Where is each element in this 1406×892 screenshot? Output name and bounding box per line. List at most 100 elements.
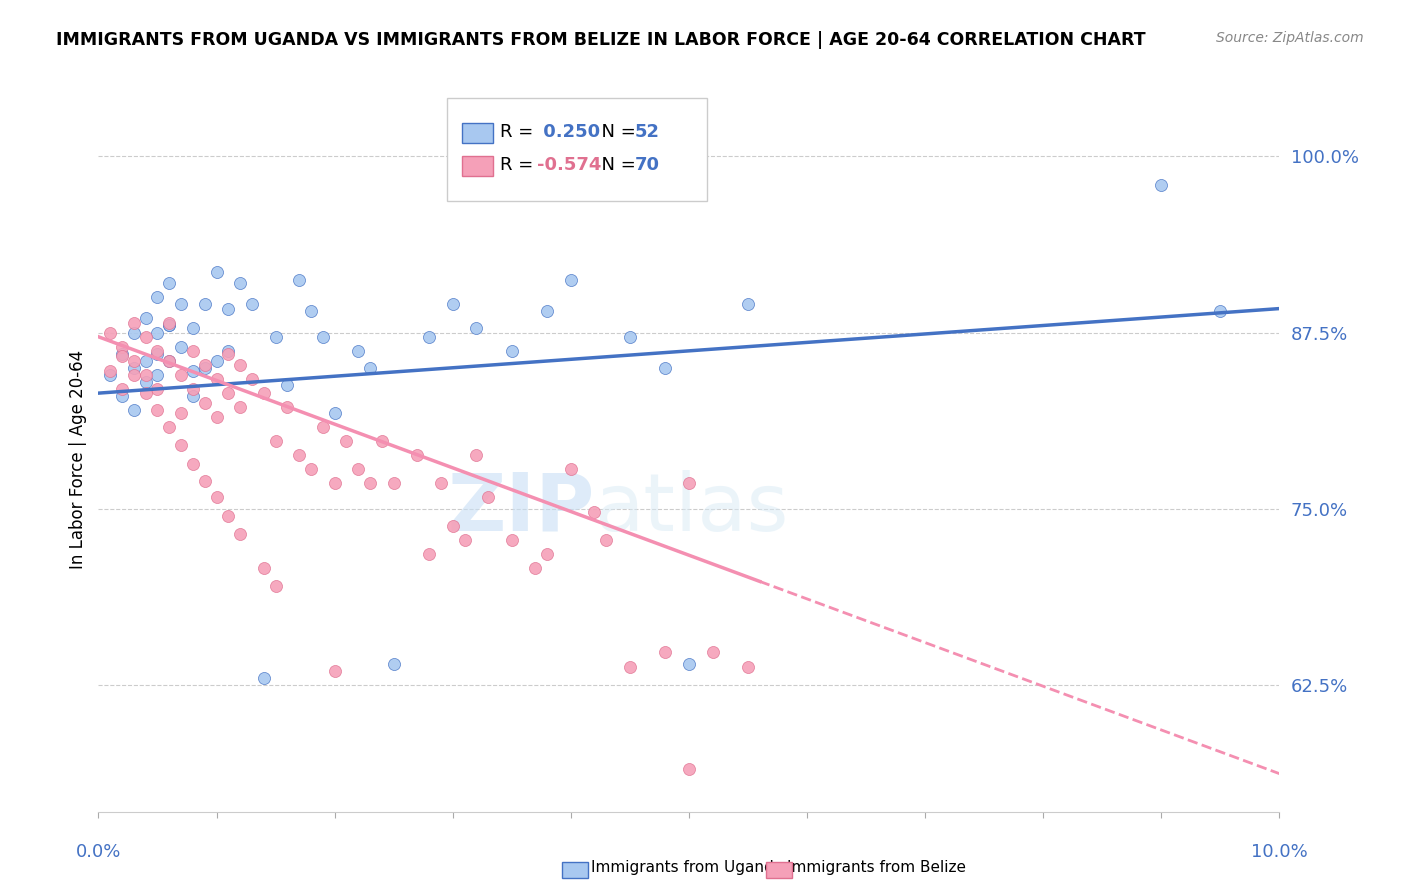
Point	[253, 671, 276, 685]
Point	[430, 476, 453, 491]
Text: atlas: atlas	[595, 470, 789, 548]
Point	[194, 396, 217, 410]
Text: Immigrants from Uganda: Immigrants from Uganda	[591, 860, 783, 874]
Point	[1150, 178, 1173, 192]
Point	[276, 377, 298, 392]
Point	[170, 297, 193, 311]
Point	[560, 273, 582, 287]
Point	[122, 360, 145, 375]
Point	[217, 301, 239, 316]
Point	[299, 462, 322, 476]
Y-axis label: In Labor Force | Age 20-64: In Labor Force | Age 20-64	[69, 350, 87, 569]
Point	[323, 476, 346, 491]
Text: 0.0%: 0.0%	[76, 843, 121, 861]
Point	[288, 273, 311, 287]
Point	[122, 353, 145, 368]
Point	[217, 508, 239, 523]
Point	[98, 363, 121, 377]
Point	[205, 372, 228, 386]
Point	[560, 462, 582, 476]
Point	[135, 375, 157, 389]
Point	[146, 368, 169, 382]
Point	[157, 318, 180, 333]
Point	[146, 290, 169, 304]
Point	[135, 353, 157, 368]
Point	[205, 353, 228, 368]
Point	[501, 533, 523, 547]
Point	[536, 304, 558, 318]
Text: 10.0%: 10.0%	[1251, 843, 1308, 861]
Point	[264, 434, 287, 448]
Point	[477, 491, 499, 505]
Point	[146, 326, 169, 340]
Point	[359, 360, 381, 375]
Point	[418, 330, 440, 344]
Point	[111, 389, 134, 403]
Point	[181, 389, 204, 403]
Point	[229, 401, 252, 415]
Text: 52: 52	[636, 123, 661, 141]
Point	[98, 368, 121, 382]
Point	[157, 353, 180, 368]
Point	[157, 318, 180, 333]
Point	[170, 340, 193, 354]
Point	[122, 403, 145, 417]
Point	[135, 386, 157, 401]
Point	[253, 561, 276, 575]
Point	[465, 448, 488, 462]
Point	[1209, 304, 1232, 318]
Point	[205, 491, 228, 505]
Point	[465, 321, 488, 335]
Point	[536, 547, 558, 561]
Point	[654, 645, 676, 659]
Text: Source: ZipAtlas.com: Source: ZipAtlas.com	[1216, 31, 1364, 45]
Point	[702, 645, 724, 659]
Point	[135, 368, 157, 382]
Point	[347, 343, 370, 358]
Point	[441, 297, 464, 311]
Point	[181, 382, 204, 396]
Point	[441, 518, 464, 533]
Point	[111, 346, 134, 360]
Point	[501, 343, 523, 358]
Point	[619, 659, 641, 673]
Point	[312, 420, 335, 434]
Point	[654, 360, 676, 375]
Point	[335, 434, 357, 448]
Point	[288, 448, 311, 462]
Point	[229, 527, 252, 541]
Text: ZIP: ZIP	[447, 470, 595, 548]
Point	[111, 340, 134, 354]
Point	[170, 406, 193, 420]
Point	[194, 358, 217, 372]
Point	[347, 462, 370, 476]
Point	[299, 304, 322, 318]
Point	[170, 368, 193, 382]
Point	[453, 533, 475, 547]
Point	[217, 343, 239, 358]
Point	[359, 476, 381, 491]
Point	[146, 343, 169, 358]
Text: N =: N =	[591, 156, 641, 174]
Point	[205, 410, 228, 425]
Point	[181, 343, 204, 358]
Point	[217, 386, 239, 401]
Text: -0.574: -0.574	[537, 156, 602, 174]
Text: 0.250: 0.250	[537, 123, 600, 141]
Point	[382, 657, 405, 671]
Text: 70: 70	[636, 156, 661, 174]
Point	[194, 297, 217, 311]
Point	[264, 330, 287, 344]
Point	[229, 358, 252, 372]
Point	[146, 346, 169, 360]
Point	[323, 406, 346, 420]
Point	[157, 276, 180, 290]
Point	[170, 438, 193, 452]
Point	[229, 276, 252, 290]
Point	[737, 297, 759, 311]
Point	[157, 353, 180, 368]
Text: R =: R =	[501, 123, 538, 141]
Point	[205, 265, 228, 279]
Point	[217, 346, 239, 360]
Point	[678, 476, 700, 491]
